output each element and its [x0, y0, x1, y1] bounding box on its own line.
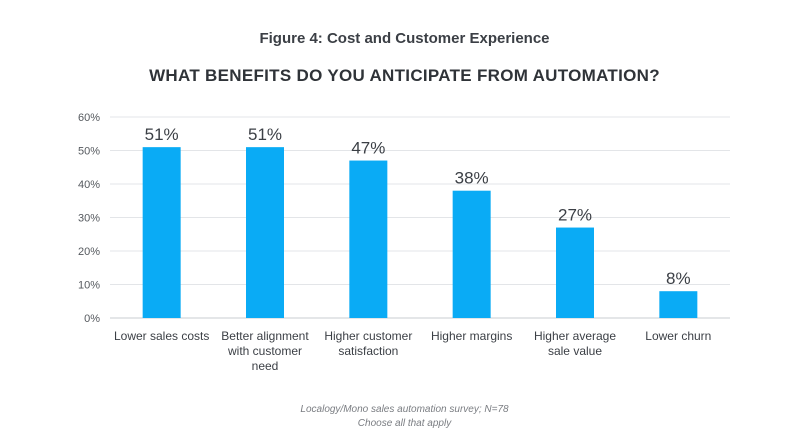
data-label: 27%: [558, 206, 592, 225]
chart-title: WHAT BENEFITS DO YOU ANTICIPATE FROM AUT…: [149, 66, 660, 85]
bar: [556, 227, 594, 318]
x-tick-label: Lower churn: [645, 329, 711, 343]
y-tick-label: 20%: [78, 246, 100, 258]
data-label: 38%: [455, 169, 489, 188]
x-tick-label: Higher average sale value: [534, 329, 616, 358]
bar: [659, 291, 698, 318]
y-tick-label: 60%: [78, 112, 100, 124]
x-tick-label: Better alignment with customer need: [221, 329, 309, 373]
data-label: 47%: [351, 139, 385, 158]
bar: [452, 190, 491, 318]
bar: [142, 147, 181, 318]
x-tick-label: Higher margins: [431, 329, 512, 343]
y-tick-label: 40%: [78, 179, 100, 191]
y-tick-label: 10%: [78, 280, 100, 292]
data-label: 8%: [666, 269, 691, 288]
source-note-sub: Choose all that apply: [357, 418, 452, 429]
x-tick-label: Lower sales costs: [114, 329, 209, 343]
y-tick-label: 50%: [78, 146, 100, 158]
x-tick-label: Higher customer satisfaction: [324, 329, 412, 358]
source-note: Localogy/Mono sales automation survey; N…: [300, 404, 509, 415]
bar: [246, 147, 284, 318]
data-label: 51%: [145, 125, 179, 144]
y-tick-label: 30%: [78, 213, 100, 225]
y-tick-label: 0%: [84, 313, 100, 325]
figure-title: Figure 4: Cost and Customer Experience: [259, 30, 550, 47]
data-label: 51%: [248, 125, 282, 144]
bar: [349, 160, 388, 318]
